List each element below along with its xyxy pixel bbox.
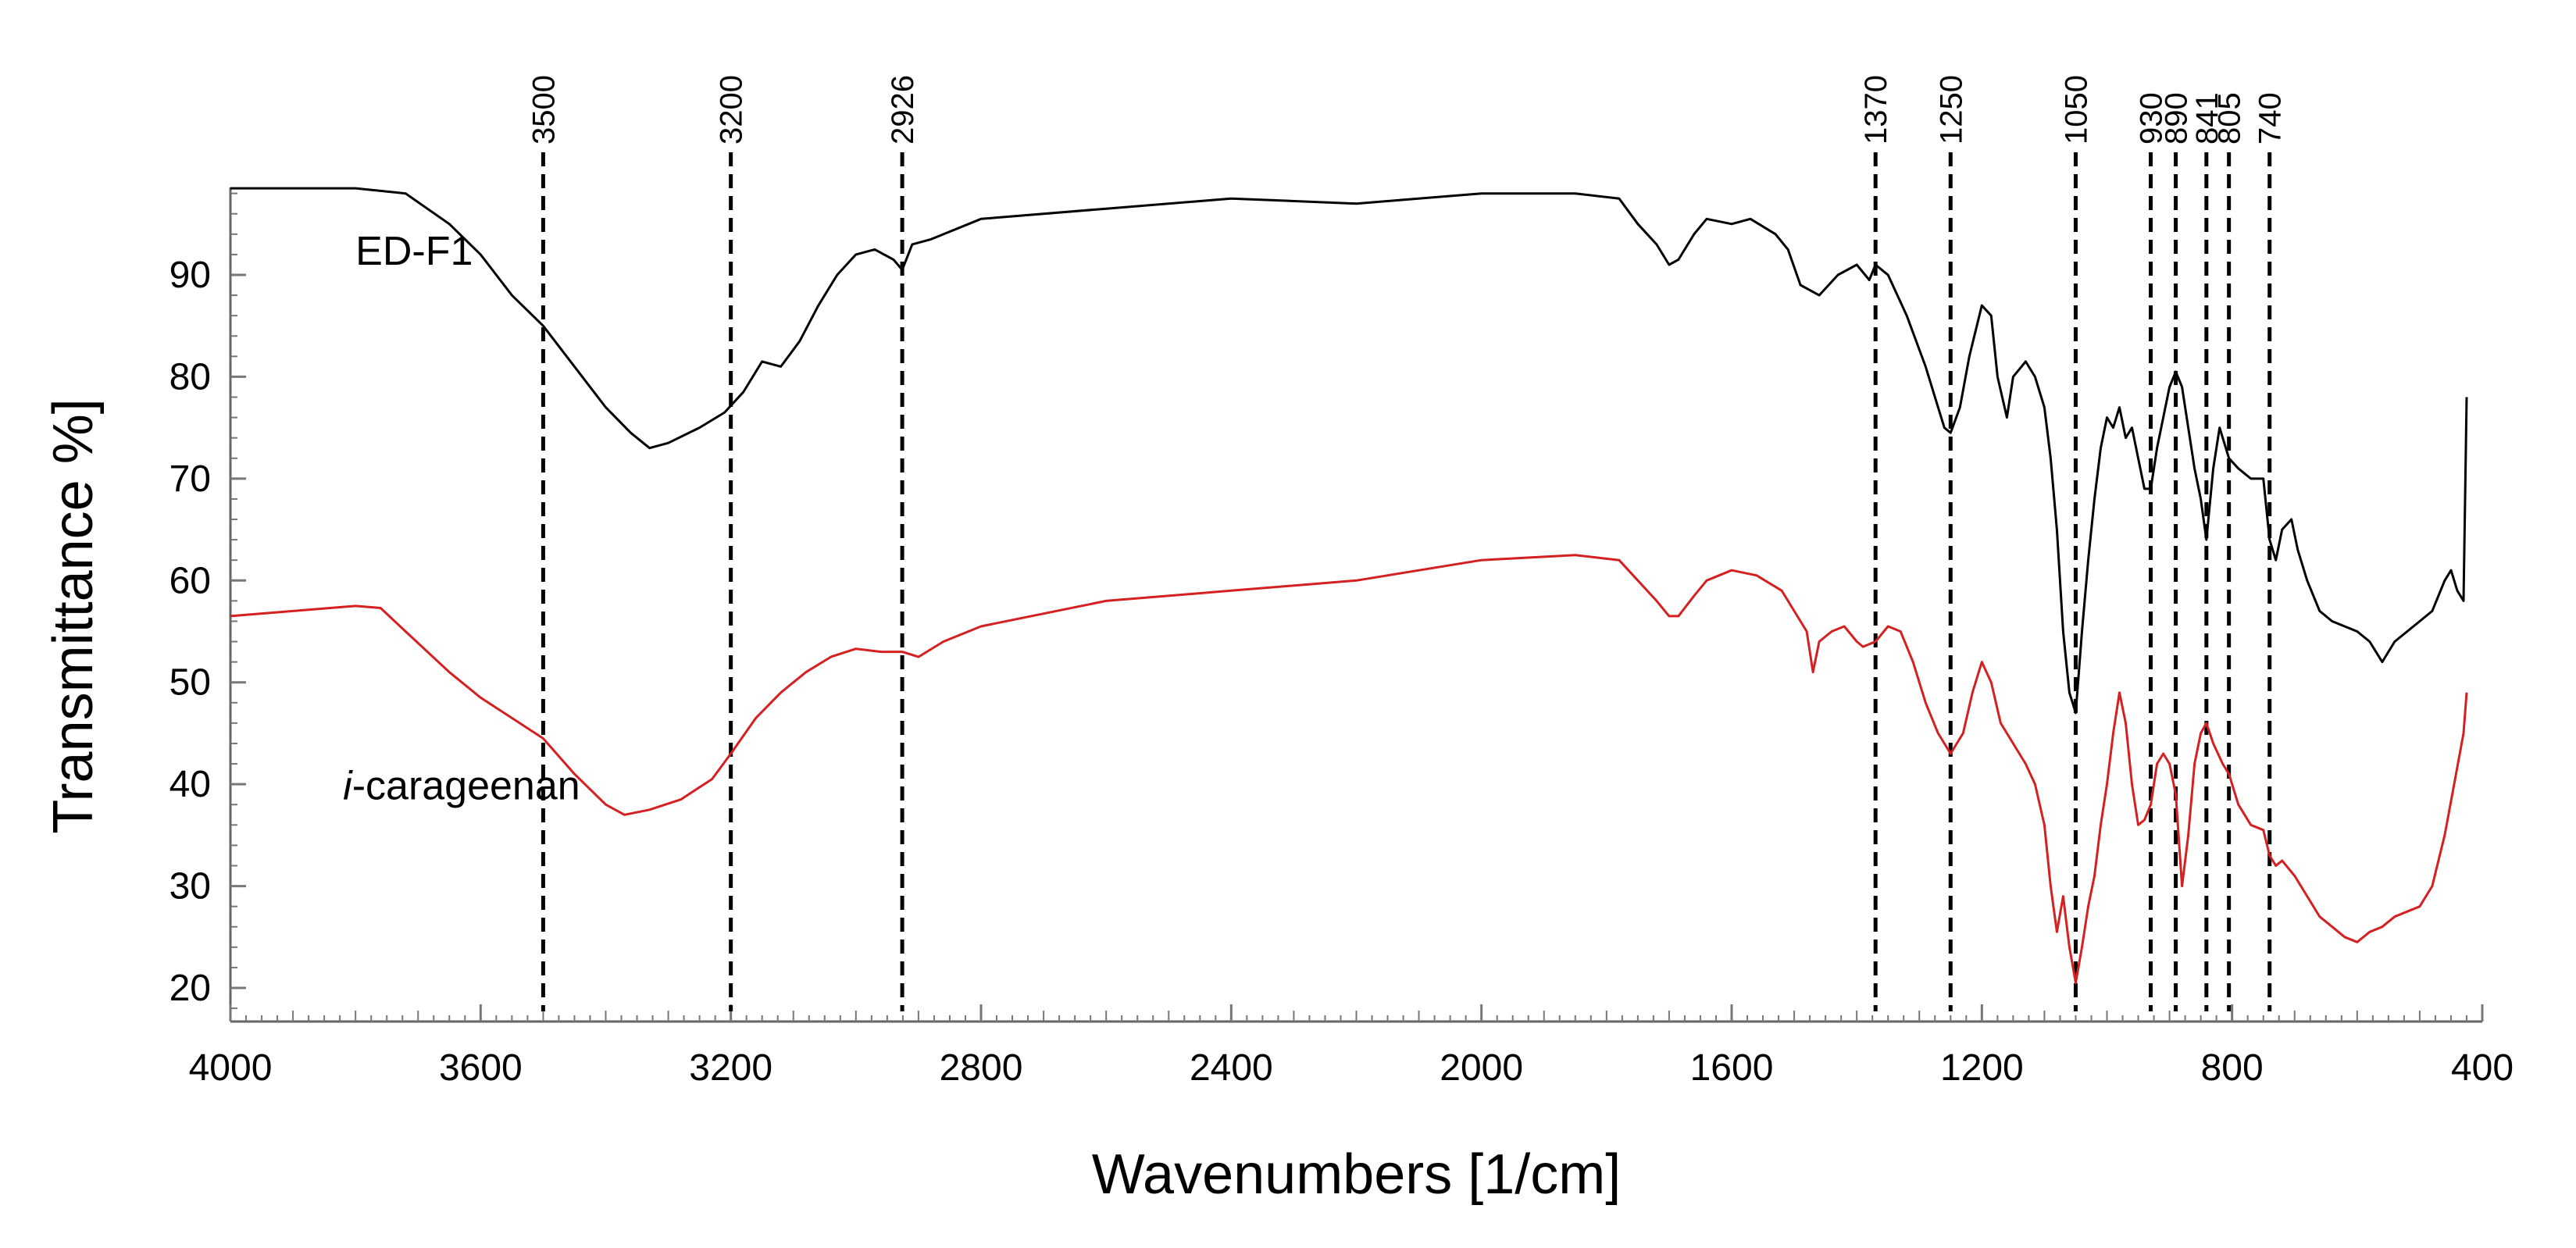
peak-label: 930: [2135, 92, 2169, 144]
series-label-text: -carageenan: [352, 764, 580, 809]
peak-label: 2926: [886, 75, 920, 144]
plot-frame: [229, 187, 2482, 1023]
y-tick-label: 70: [169, 458, 211, 500]
series-line-i-carageenan: [230, 554, 2468, 984]
y-tick-label: 60: [169, 560, 211, 601]
peak-label: 1050: [2059, 75, 2093, 144]
peak-label: 1370: [1859, 75, 1893, 144]
x-axis-title: Wavenumbers [1/cm]: [1092, 1143, 1622, 1206]
x-tick-label: 4000: [189, 1047, 273, 1089]
series-lines: [230, 187, 2468, 984]
series-label-italic-part: i: [343, 764, 353, 809]
peak-label: 890: [2160, 92, 2194, 144]
y-axis-title: Transmittance %]: [42, 398, 105, 834]
y-tick-label: 20: [169, 968, 211, 1009]
x-tick-label: 1200: [1940, 1047, 2024, 1089]
x-tick-label: 2800: [940, 1047, 1023, 1089]
x-tick-label: 400: [2451, 1047, 2514, 1089]
peak-label: 3200: [715, 75, 749, 144]
series-label: ED-F1: [355, 229, 473, 274]
x-tick-label: 1600: [1690, 1047, 1774, 1089]
x-axis: 4000 3600 3200 2800 2400 2000 1600 1200 800 400: [189, 1004, 2514, 1089]
peak-label: 3500: [526, 75, 561, 144]
y-tick-label: 80: [169, 356, 211, 398]
y-tick-label: 50: [169, 662, 211, 704]
x-tick-label: 3600: [439, 1047, 523, 1089]
peak-label: 805: [2213, 92, 2247, 144]
x-tick-label: 2400: [1190, 1047, 1273, 1089]
x-tick-label: 2000: [1440, 1047, 1523, 1089]
peak-label: 740: [2253, 92, 2288, 144]
series-label: i-carageenan: [343, 764, 580, 809]
series-labels: ED-F1 i-carageenan: [343, 229, 580, 809]
series-label-text: ED-F1: [355, 229, 473, 274]
y-tick-label: 90: [169, 255, 211, 296]
y-tick-label: 40: [169, 764, 211, 805]
peak-label: 1250: [1934, 75, 1968, 144]
series-line-ed-f1: [230, 187, 2468, 715]
x-tick-label: 800: [2201, 1047, 2264, 1089]
y-axis: 20 30 40 50 60 70 80 90: [169, 192, 246, 1010]
x-tick-label: 3200: [689, 1047, 772, 1089]
y-tick-label: 30: [169, 866, 211, 907]
peak-label: 841: [2190, 92, 2225, 144]
